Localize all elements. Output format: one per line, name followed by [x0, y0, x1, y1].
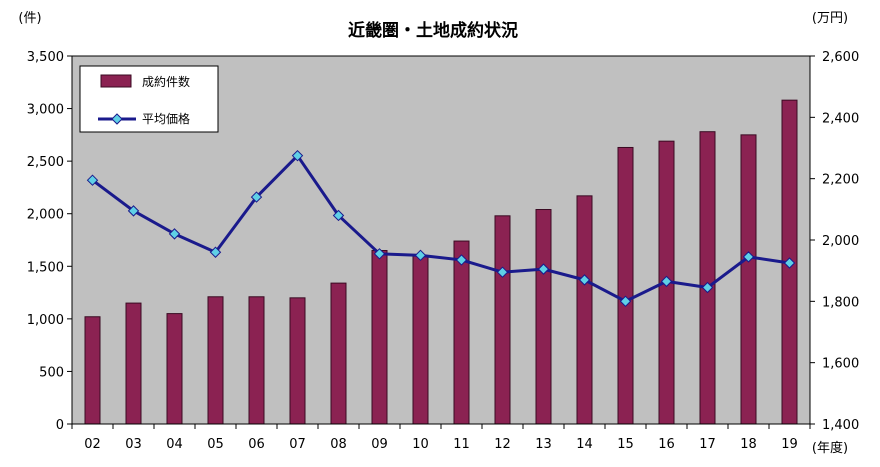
- x-tick-label: 09: [371, 437, 388, 452]
- x-tick-label: 16: [658, 437, 675, 452]
- bar-17: [699, 131, 716, 425]
- left-tick-label: 2,500: [27, 155, 64, 170]
- legend: 成約件数 平均価格: [79, 65, 219, 133]
- x-tick-label: 10: [412, 437, 429, 452]
- x-tick-label: 17: [699, 437, 716, 452]
- legend-label-bars: 成約件数: [142, 74, 190, 89]
- price-point-17: [701, 281, 714, 294]
- right-tick-label: 1,800: [822, 295, 859, 310]
- legend-label-line: 平均価格: [142, 111, 190, 126]
- price-point-19: [783, 257, 796, 269]
- bar-04: [166, 313, 183, 425]
- right-tick-label: 1,400: [822, 418, 859, 433]
- x-tick-label: 07: [289, 437, 306, 452]
- price-point-09: [373, 248, 386, 260]
- x-tick-label: 15: [617, 437, 634, 452]
- x-tick-label: 19: [781, 437, 798, 452]
- x-tick-label: 03: [125, 437, 142, 452]
- left-tick-label: 3,500: [27, 50, 64, 65]
- right-tick-label: 1,600: [822, 357, 859, 372]
- line-series: [86, 149, 796, 308]
- right-tick-label: 2,400: [822, 111, 859, 126]
- axes: 0 500 1,000 1,500 2,000 2,500 3,000 3,500 1,400 1…: [27, 50, 859, 452]
- chart-title: 近畿圏・土地成約状況: [348, 20, 518, 41]
- bar-10: [412, 255, 429, 425]
- bar-02: [84, 316, 101, 425]
- left-tick-label: 3,000: [27, 103, 64, 118]
- price-point-04: [168, 228, 181, 240]
- left-tick-label: 2,000: [27, 208, 64, 223]
- legend-marker-swatch: [111, 113, 123, 125]
- left-tick-label: 1,500: [27, 260, 64, 275]
- bar-07: [289, 297, 306, 425]
- left-tick-label: 0: [56, 418, 64, 433]
- x-tick-label: 06: [248, 437, 265, 452]
- price-point-03: [127, 205, 140, 217]
- bar-03: [125, 302, 142, 425]
- x-tick-label: 04: [166, 437, 183, 452]
- bar-15: [617, 146, 634, 425]
- x-tick-label: 05: [207, 437, 224, 452]
- x-tick-label: 11: [453, 437, 470, 452]
- right-tick-label: 2,000: [822, 234, 859, 249]
- left-tick-label: 1,000: [27, 313, 64, 328]
- price-point-15: [619, 295, 632, 308]
- price-point-06: [250, 191, 263, 203]
- x-tick-label: 18: [740, 437, 757, 452]
- price-point-14: [578, 274, 591, 286]
- price-point-02: [86, 174, 99, 186]
- bar-08: [330, 282, 347, 425]
- price-point-11: [455, 254, 468, 266]
- price-point-05: [209, 246, 222, 258]
- price-point-13: [537, 263, 550, 275]
- bar-13: [535, 209, 552, 425]
- x-axis-unit: (年度): [812, 440, 848, 456]
- x-tick-label: 02: [84, 437, 101, 452]
- bar-06: [248, 296, 265, 425]
- bar-05: [207, 296, 224, 425]
- legend-bar-swatch: [100, 74, 132, 88]
- right-tick-label: 2,600: [822, 50, 859, 65]
- legend-box: [79, 65, 219, 133]
- x-tick-label: 13: [535, 437, 552, 452]
- bar-11: [453, 240, 470, 425]
- price-point-07: [291, 149, 304, 162]
- left-tick-label: 500: [39, 365, 64, 380]
- bar-series: [84, 99, 798, 425]
- left-axis-unit: (件): [18, 11, 41, 26]
- price-point-08: [332, 209, 345, 222]
- x-tick-label: 14: [576, 437, 593, 452]
- bar-18: [740, 134, 757, 425]
- bar-09: [371, 250, 388, 425]
- price-point-16: [660, 275, 673, 288]
- right-tick-label: 2,200: [822, 173, 859, 188]
- right-axis-unit: (万円): [812, 11, 848, 26]
- bar-12: [494, 215, 511, 425]
- price-line: [91, 154, 790, 303]
- price-point-12: [496, 266, 509, 278]
- x-tick-label: 08: [330, 437, 347, 452]
- bar-14: [576, 195, 593, 425]
- x-tick-label: 12: [494, 437, 511, 452]
- price-point-10: [414, 249, 427, 262]
- price-point-18: [742, 251, 755, 263]
